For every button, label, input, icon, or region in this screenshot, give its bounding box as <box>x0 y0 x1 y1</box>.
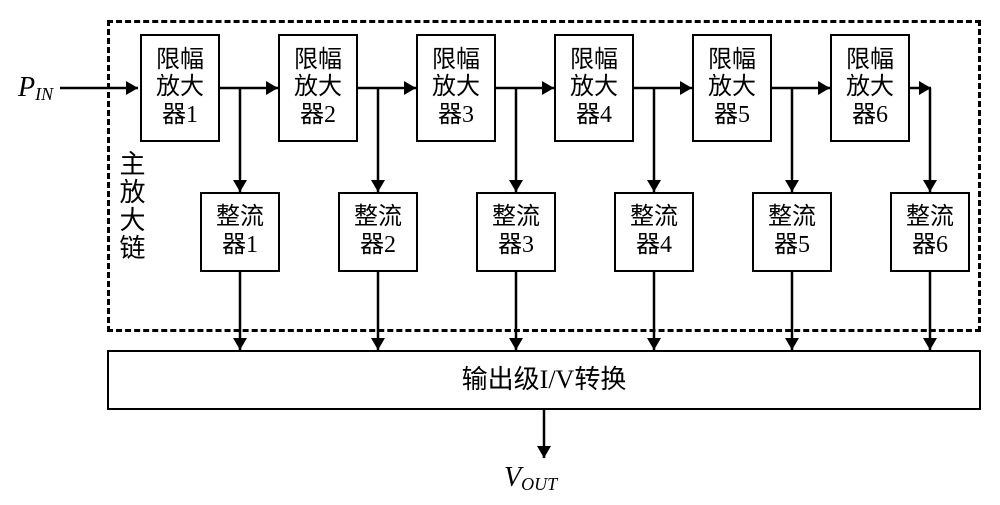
diagram-canvas: PIN限幅 放大 器1整流 器1限幅 放大 器2整流 器2限幅 放大 器3整流 … <box>0 0 1000 505</box>
output-label: VOUT <box>504 462 557 495</box>
arrow-output <box>0 0 1000 505</box>
